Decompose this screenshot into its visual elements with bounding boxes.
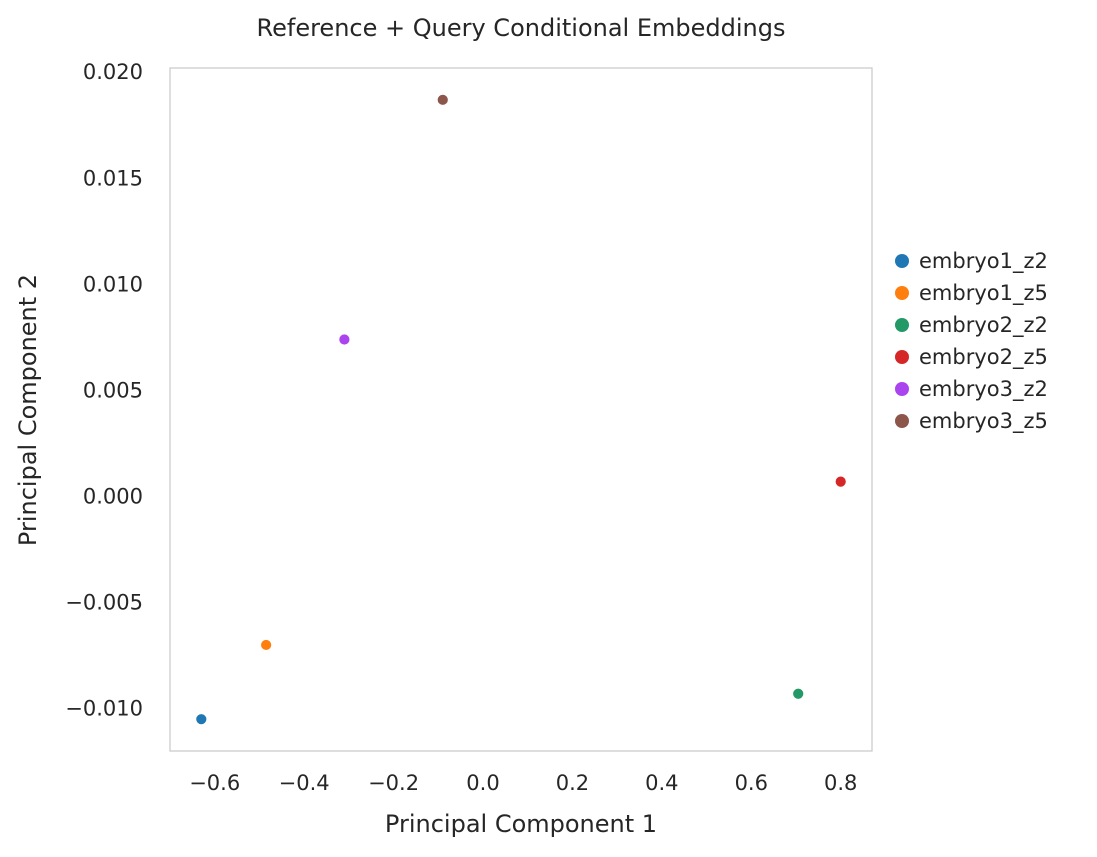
x-tick-label: −0.4 — [279, 771, 330, 795]
y-tick-label: 0.020 — [83, 60, 143, 84]
legend-marker — [895, 286, 909, 300]
x-tick-label: 0.0 — [466, 771, 499, 795]
legend-label: embryo2_z5 — [919, 345, 1048, 370]
x-tick-label: 0.4 — [645, 771, 678, 795]
scatter-point — [195, 713, 208, 726]
y-tick-label: −0.010 — [65, 697, 143, 721]
legend-marker — [895, 254, 909, 268]
y-tick-label: 0.005 — [83, 378, 143, 402]
legend-marker — [895, 382, 909, 396]
legend-marker — [895, 414, 909, 428]
x-tick-label: −0.2 — [368, 771, 419, 795]
scatter-point — [792, 687, 805, 700]
legend: embryo1_z2 embryo1_z5 embryo2_z2 embryo2_z5… — [895, 249, 1048, 434]
y-tick-label: 0.010 — [83, 272, 143, 296]
scatter-point — [260, 639, 273, 651]
y-tick-label: 0.015 — [83, 166, 143, 190]
plot-area-frame — [169, 67, 873, 752]
x-tick-label: 0.2 — [556, 771, 589, 795]
x-axis-title: Principal Component 1 — [385, 810, 657, 838]
legend-marker — [895, 350, 909, 364]
data-points — [195, 93, 847, 726]
x-tick-label: −0.6 — [189, 771, 240, 795]
legend-label: embryo3_z5 — [919, 409, 1048, 434]
x-tick-label: 0.8 — [824, 771, 857, 795]
chart-title: Reference + Query Conditional Embeddings — [257, 14, 786, 42]
scatter-point — [436, 93, 449, 106]
y-tick-label: 0.000 — [83, 484, 143, 508]
legend-marker — [895, 318, 909, 332]
legend-label: embryo1_z2 — [919, 249, 1048, 274]
x-axis-ticks: −0.6 −0.4 −0.2 0.0 0.2 0.4 0.6 0.8 — [189, 771, 857, 795]
legend-label: embryo2_z2 — [919, 313, 1048, 338]
scatter-point — [834, 475, 847, 488]
legend-label: embryo3_z2 — [919, 377, 1048, 402]
y-axis-ticks: −0.010 −0.005 0.000 0.005 0.010 0.015 0.020 — [65, 60, 143, 720]
y-tick-label: −0.005 — [65, 591, 143, 615]
legend-label: embryo1_z5 — [919, 281, 1048, 306]
scatter-point — [338, 333, 351, 346]
x-tick-label: 0.6 — [735, 771, 768, 795]
y-axis-title: Principal Component 2 — [14, 274, 42, 546]
